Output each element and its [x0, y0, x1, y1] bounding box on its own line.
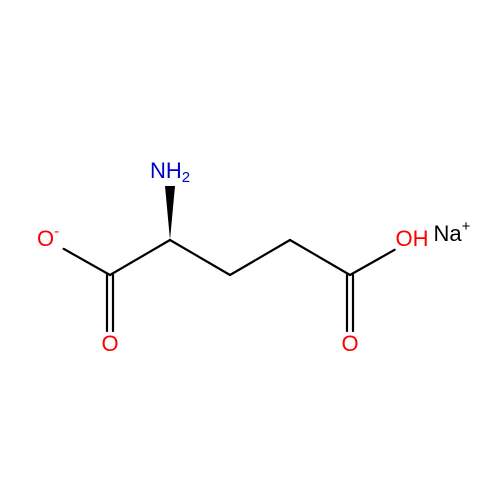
atom-O_minus: O-: [37, 223, 59, 251]
bond-C5-OH: [350, 250, 395, 275]
bond-C3-C4: [230, 240, 290, 275]
bond-C1-C_alpha: [110, 240, 170, 275]
bond-C_alpha-C3: [170, 240, 230, 275]
bond-C_alpha-N-wedge: [165, 186, 175, 240]
atom-O1_dbl: O: [101, 331, 118, 356]
atom-OH: OH: [396, 226, 429, 251]
atom-Na: Na+: [434, 218, 471, 246]
bond-C4-C5: [290, 240, 350, 275]
bond-O_minus-C1: [64, 249, 110, 275]
molecule-diagram: O- O NH2 O OHNa+: [0, 0, 500, 500]
atom-O5_dbl: O: [341, 331, 358, 356]
atom-N: NH2: [150, 158, 190, 186]
